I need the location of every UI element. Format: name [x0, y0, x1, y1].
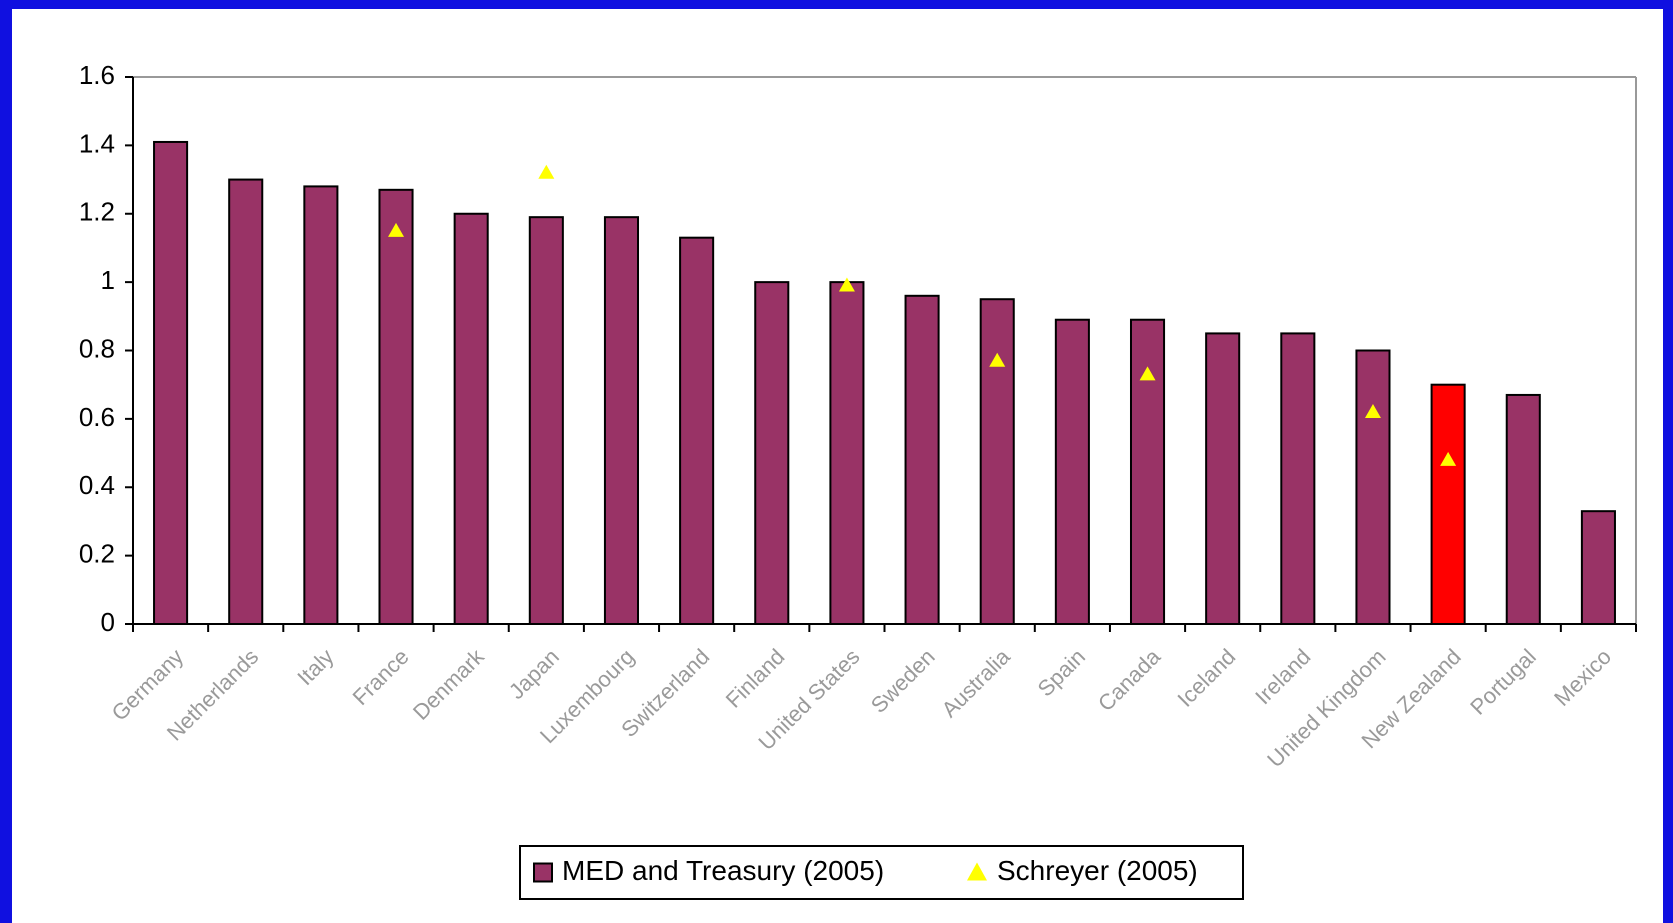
- marker: [388, 222, 405, 237]
- bar: [1430, 383, 1466, 625]
- marker: [1139, 366, 1156, 381]
- bar: [603, 216, 640, 625]
- bar: [979, 298, 1015, 625]
- bar: [1129, 318, 1166, 625]
- y-tick-label: 1.4: [79, 128, 115, 158]
- bar: [1205, 332, 1241, 625]
- bar: [453, 212, 489, 625]
- marker: [538, 164, 555, 179]
- bar: [1355, 349, 1391, 625]
- bar: [1054, 318, 1090, 625]
- y-tick-label: 0: [101, 607, 115, 637]
- y-tick-label: 0.2: [79, 539, 115, 569]
- legend-swatch: [533, 862, 553, 883]
- bar: [829, 281, 865, 625]
- y-tick-label: 1: [101, 265, 115, 295]
- bar: [679, 236, 715, 625]
- marker: [1440, 451, 1457, 466]
- marker: [838, 277, 855, 292]
- legend-label: Schreyer (2005): [997, 855, 1198, 886]
- marker: [1364, 404, 1381, 419]
- bar: [904, 294, 940, 625]
- bar: [1580, 510, 1616, 625]
- y-tick-label: 1.6: [79, 60, 115, 90]
- bar: [303, 185, 339, 625]
- bar: [228, 178, 264, 625]
- marker: [989, 352, 1006, 367]
- bar: [754, 281, 790, 625]
- bar: [153, 140, 189, 626]
- y-tick-label: 0.4: [79, 470, 115, 500]
- legend-label: MED and Treasury (2005): [562, 855, 884, 886]
- bar: [378, 188, 414, 625]
- bar: [1280, 332, 1316, 625]
- bar: [1505, 393, 1541, 625]
- bar: [528, 216, 564, 625]
- legend-swatch: [967, 862, 987, 881]
- y-tick-label: 0.8: [79, 333, 115, 363]
- y-tick-label: 1.2: [79, 197, 115, 227]
- y-tick-label: 0.6: [79, 402, 115, 432]
- legend-box: [519, 845, 1244, 900]
